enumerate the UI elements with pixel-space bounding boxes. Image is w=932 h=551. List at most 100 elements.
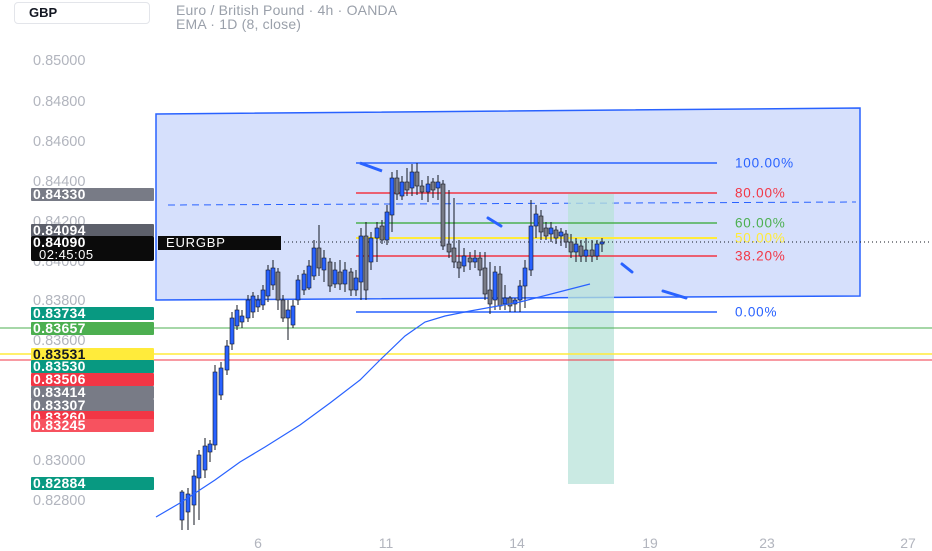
price-scale-label: 0.83600: [33, 332, 86, 349]
price-badge: 0.82884: [31, 476, 154, 490]
price-scale-label: 0.84400: [33, 173, 86, 190]
fib-level-label: 60.00%: [735, 215, 786, 231]
candle-body: [290, 305, 296, 326]
candle-body: [280, 299, 286, 319]
candle-body: [260, 289, 266, 306]
price-badge: 0.83531: [31, 347, 154, 361]
price-scale-label: 0.82800: [33, 492, 86, 509]
fib-level-label: 80.00%: [735, 185, 786, 201]
candle-body: [538, 215, 544, 233]
price-scale-label: 0.83000: [33, 452, 86, 469]
candle-body: [234, 309, 240, 327]
symbol-button[interactable]: GBP: [14, 2, 150, 24]
price-scale-label: 0.84800: [33, 93, 86, 110]
current-price-value: 0.84090: [33, 234, 86, 250]
candle-body: [568, 241, 574, 253]
candle-body: [202, 445, 208, 471]
candle-body: [185, 493, 191, 513]
candle-body: [191, 475, 197, 506]
candle-body: [583, 249, 589, 257]
candle-body: [477, 257, 483, 271]
candle-body: [212, 371, 218, 446]
price-badge: 0.83657: [31, 321, 154, 335]
candle-body: [239, 315, 245, 323]
indicator-label: EMA · 1D (8, close): [176, 16, 302, 32]
price-badge: 0.83307: [31, 398, 154, 412]
candle-body: [467, 257, 473, 263]
candle-body: [563, 233, 569, 243]
price-badge: 0.83245: [31, 418, 154, 432]
candle-body: [573, 243, 579, 253]
candle-body: [487, 289, 493, 305]
fib-level-label: 50.00%: [735, 230, 786, 246]
candle-body: [507, 297, 513, 307]
price-scale-label: 0.83800: [33, 292, 86, 309]
price-scale-label: 0.85000: [33, 52, 86, 69]
candle-body: [502, 297, 508, 305]
candle-body: [522, 267, 528, 287]
candle-body: [543, 227, 549, 237]
time-axis-label: 6: [254, 535, 262, 551]
candlestick-series: [179, 163, 605, 530]
candle-body: [430, 181, 436, 191]
fib-level-label: 38.20%: [735, 248, 786, 264]
ema-line: [155, 283, 591, 518]
fib-level-label: 0.00%: [735, 304, 778, 320]
candle-body: [224, 345, 230, 371]
bar-countdown: 02:45:05: [39, 247, 94, 262]
candle-body: [394, 177, 400, 195]
time-axis-label: 11: [378, 535, 394, 551]
candle-body: [578, 245, 584, 257]
candle-body: [492, 271, 498, 301]
candle-body: [379, 225, 385, 241]
fib-trend-segment[interactable]: [359, 161, 383, 173]
candle-body: [528, 225, 534, 271]
candle-body: [548, 227, 554, 235]
candle-body: [558, 231, 564, 237]
candle-body: [497, 273, 503, 307]
candle-body: [270, 267, 276, 286]
time-axis-label: 14: [509, 535, 525, 551]
candle-body: [295, 279, 301, 301]
candle-body: [399, 181, 405, 197]
candle-body: [316, 247, 322, 269]
candle-body: [301, 273, 307, 291]
candle-body: [435, 181, 441, 189]
candle-body: [245, 299, 251, 319]
time-axis-label: 19: [642, 535, 658, 551]
candle-body: [285, 309, 291, 319]
time-axis-label: 27: [900, 535, 916, 551]
candle-body: [419, 185, 425, 193]
price-badge: 0.84330: [31, 187, 154, 201]
dashed-trend-line[interactable]: [167, 201, 857, 206]
candle-body: [404, 181, 410, 191]
candle-body: [446, 243, 452, 253]
candle-body: [594, 243, 600, 257]
candle-body: [363, 235, 369, 291]
candle-body: [229, 317, 235, 345]
price-badge: 0.84094: [31, 223, 154, 237]
candle-body: [472, 257, 478, 263]
candle-body: [332, 269, 338, 285]
candle-body: [353, 277, 359, 291]
candle-body: [218, 367, 224, 396]
candle-body: [321, 257, 327, 271]
price-badge: 0.83734: [31, 306, 154, 320]
candle-body: [384, 211, 390, 241]
time-axis-label: 23: [759, 535, 775, 551]
candle-body: [409, 171, 415, 189]
fib-level-label: 100.00%: [735, 155, 794, 171]
projected-path[interactable]: [486, 216, 688, 300]
candle-body: [589, 249, 595, 257]
chart-title: Euro / British Pound · 4h · OANDA: [176, 2, 398, 18]
candle-body: [250, 295, 256, 313]
candle-body: [461, 255, 467, 267]
current-price-badge: 0.84090 02:45:05: [31, 234, 154, 262]
candle-body: [265, 269, 271, 297]
candle-body: [342, 269, 348, 285]
candle-body: [517, 285, 523, 301]
candle-body: [275, 271, 281, 301]
candle-body: [414, 171, 420, 187]
price-scale-label: 0.84600: [33, 133, 86, 150]
